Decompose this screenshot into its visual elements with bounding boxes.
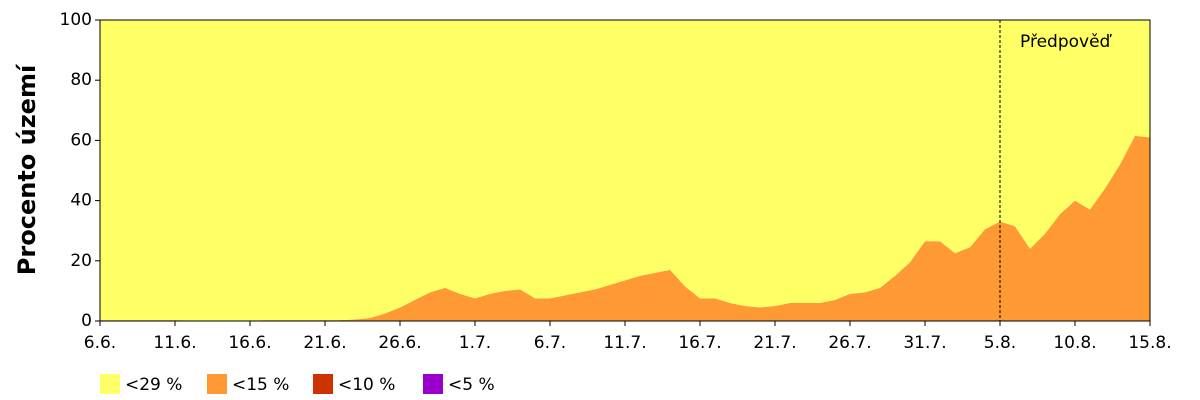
y-tick-label: 20: [70, 251, 92, 271]
x-tick-label: 11.6.: [153, 333, 196, 353]
x-tick-label: 11.7.: [603, 333, 646, 353]
legend-label: <29 %: [125, 375, 182, 395]
x-tick-label: 15.8.: [1128, 333, 1171, 353]
annotation: Předpověď: [1020, 32, 1113, 52]
x-tick-label: 6.6.: [84, 333, 116, 353]
x-tick-label: 21.7.: [753, 333, 796, 353]
legend-swatch: [423, 374, 443, 394]
legend-label: <15 %: [232, 375, 289, 395]
legend-swatch: [207, 374, 227, 394]
y-tick-label: 0: [81, 311, 92, 331]
y-axis-label: Procento území: [13, 63, 41, 275]
x-tick-label: 16.6.: [228, 333, 271, 353]
x-tick-label: 26.6.: [378, 333, 421, 353]
y-tick-label: 60: [70, 130, 92, 150]
x-tick-label: 5.8.: [984, 333, 1016, 353]
x-tick-label: 16.7.: [678, 333, 721, 353]
x-tick-label: 10.8.: [1053, 333, 1096, 353]
x-tick-label: 1.7.: [459, 333, 491, 353]
y-tick-label: 40: [70, 191, 92, 211]
x-tick-label: 26.7.: [828, 333, 871, 353]
y-tick-label: 80: [70, 70, 92, 90]
x-tick-label: 31.7.: [903, 333, 946, 353]
legend-label: <10 %: [338, 375, 395, 395]
legend-swatch: [313, 374, 333, 394]
legend-label: <5 %: [448, 375, 495, 395]
area: [100, 135, 1150, 321]
x-tick-label: 6.7.: [534, 333, 566, 353]
y-tick-label: 100: [60, 10, 92, 30]
area: [100, 20, 1150, 321]
x-tick-label: 21.6.: [303, 333, 346, 353]
legend-swatch: [100, 374, 120, 394]
